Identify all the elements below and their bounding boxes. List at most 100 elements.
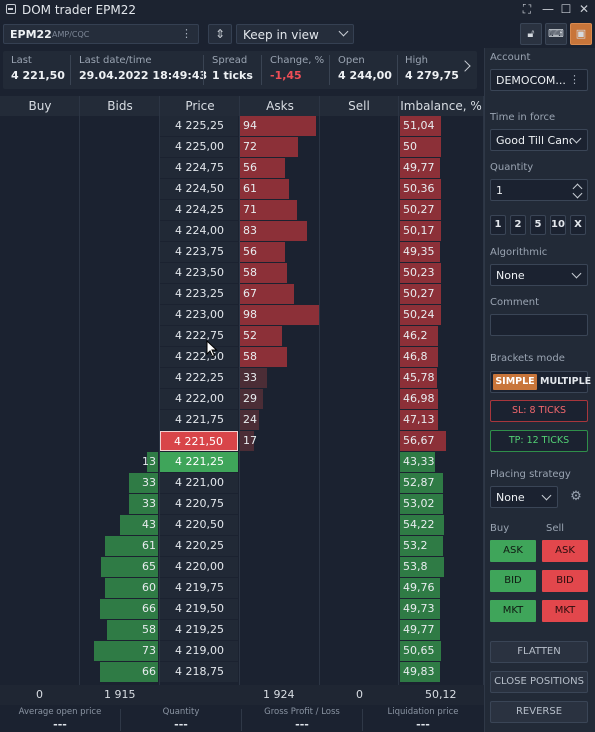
bid-size[interactable]: 65	[142, 560, 156, 573]
stop-loss-button[interactable]: SL: 8 TICKS	[490, 400, 588, 422]
bid-size[interactable]: 61	[142, 539, 156, 552]
bid-size[interactable]: 33	[142, 476, 156, 489]
gear-icon[interactable]: ⚙	[570, 489, 582, 504]
minimize-icon[interactable]: —	[542, 2, 554, 16]
kebab-icon[interactable]: ⋮	[569, 73, 580, 86]
bid-size[interactable]: 58	[142, 623, 156, 636]
table-row[interactable]: 4 222,25 33 45,78	[0, 368, 484, 389]
table-row[interactable]: 4 225,00 72 50	[0, 137, 484, 158]
ask-size[interactable]: 72	[243, 140, 257, 153]
ask-size[interactable]: 61	[243, 182, 257, 195]
price-cell[interactable]: 4 218,75	[160, 662, 238, 682]
price-cell[interactable]: 4 223,75	[160, 242, 238, 262]
price-cell[interactable]: 4 225,00	[160, 137, 238, 157]
price-cell[interactable]: 4 219,25	[160, 620, 238, 640]
kebab-icon[interactable]: ⋮	[181, 27, 192, 40]
chevron-down-icon[interactable]	[572, 188, 583, 199]
table-row[interactable]: 13 4 221,25 43,33	[0, 452, 484, 473]
maximize-icon[interactable]: ☐	[560, 2, 572, 16]
close-icon[interactable]: ✕	[578, 2, 590, 16]
table-row[interactable]: 4 222,00 29 46,98	[0, 389, 484, 410]
price-cell[interactable]: 4 219,00	[160, 641, 238, 661]
table-row[interactable]: 58 4 219,25 49,77	[0, 620, 484, 641]
table-row[interactable]: 4 224,00 83 50,17	[0, 221, 484, 242]
bid-size[interactable]: 66	[142, 602, 156, 615]
price-cell[interactable]: 4 221,75	[160, 410, 238, 430]
price-cell[interactable]: 4 223,25	[160, 284, 238, 304]
ask-size[interactable]: 83	[243, 224, 257, 237]
panel-icon[interactable]: ▣	[570, 23, 592, 45]
table-row[interactable]: 4 223,50 58 50,23	[0, 263, 484, 284]
table-row[interactable]: 4 224,25 71 50,27	[0, 200, 484, 221]
col-bids[interactable]: Bids	[107, 99, 133, 113]
flatten-button[interactable]: FLATTEN	[490, 641, 588, 663]
take-profit-button[interactable]: TP: 12 TICKS	[490, 430, 588, 452]
center-icon[interactable]: ⇕	[208, 24, 232, 44]
table-row[interactable]: 66 4 219,50 49,73	[0, 599, 484, 620]
mode-simple-button[interactable]: SIMPLE	[493, 374, 537, 390]
table-row[interactable]: 33 4 221,00 52,87	[0, 473, 484, 494]
bid-size[interactable]: 66	[142, 665, 156, 678]
bid-size[interactable]: 43	[142, 518, 156, 531]
comment-input[interactable]	[490, 314, 588, 336]
price-cell[interactable]: 4 220,00	[160, 557, 238, 577]
table-row[interactable]: 4 224,75 56 49,77	[0, 158, 484, 179]
close-positions-button[interactable]: CLOSE POSITIONS	[490, 671, 588, 693]
ask-size[interactable]: 71	[243, 203, 257, 216]
table-row[interactable]: 43 4 220,50 54,22	[0, 515, 484, 536]
table-row[interactable]: 4 221,50 17 56,67	[0, 431, 484, 452]
price-cell[interactable]: 4 222,25	[160, 368, 238, 388]
table-row[interactable]: 4 223,25 67 50,27	[0, 284, 484, 305]
placing-select[interactable]: None	[490, 486, 558, 508]
quick-qty-1[interactable]: 1	[490, 215, 506, 235]
table-row[interactable]: 60 4 219,75 49,76	[0, 578, 484, 599]
price-cell[interactable]: 4 221,50	[160, 431, 238, 451]
sell-ask-button[interactable]: ASK	[542, 540, 588, 562]
ask-size[interactable]: 56	[243, 245, 257, 258]
ask-size[interactable]: 17	[243, 434, 257, 447]
table-row[interactable]: 4 223,75 56 49,35	[0, 242, 484, 263]
price-cell[interactable]: 4 220,50	[160, 515, 238, 535]
buy-mkt-button[interactable]: MKT	[490, 600, 536, 622]
table-row[interactable]: 66 4 218,75 49,83	[0, 662, 484, 683]
keyboard-icon[interactable]: ⌨	[545, 23, 567, 45]
ask-size[interactable]: 67	[243, 287, 257, 300]
ask-size[interactable]: 33	[243, 371, 257, 384]
price-cell[interactable]: 4 221,25	[160, 452, 238, 472]
bid-size[interactable]: 60	[142, 581, 156, 594]
buy-ask-button[interactable]: ASK	[490, 540, 536, 562]
ask-size[interactable]: 29	[243, 392, 257, 405]
view-mode-select[interactable]: Keep in view	[236, 24, 354, 44]
price-cell[interactable]: 4 219,50	[160, 599, 238, 619]
price-cell[interactable]: 4 224,75	[160, 158, 238, 178]
quick-qty-clear[interactable]: X	[570, 215, 586, 235]
table-row[interactable]: 4 222,50 58 46,8	[0, 347, 484, 368]
price-cell[interactable]: 4 222,50	[160, 347, 238, 367]
algo-select[interactable]: None	[490, 264, 588, 286]
buy-bid-button[interactable]: BID	[490, 570, 536, 592]
table-row[interactable]: 4 224,50 61 50,36	[0, 179, 484, 200]
ask-size[interactable]: 58	[243, 266, 257, 279]
quantity-stepper[interactable]: 1	[490, 179, 588, 201]
ask-size[interactable]: 94	[243, 119, 257, 132]
table-row[interactable]: 33 4 220,75 53,02	[0, 494, 484, 515]
price-cell[interactable]: 4 224,50	[160, 179, 238, 199]
quick-qty-10[interactable]: 10	[550, 215, 566, 235]
price-cell[interactable]: 4 220,75	[160, 494, 238, 514]
price-cell[interactable]: 4 222,75	[160, 326, 238, 346]
price-cell[interactable]: 4 224,25	[160, 200, 238, 220]
account-select[interactable]: DEMOCOM... ⋮	[490, 69, 588, 91]
quick-qty-2[interactable]: 2	[510, 215, 526, 235]
col-sell[interactable]: Sell	[348, 99, 370, 113]
col-price[interactable]: Price	[185, 99, 215, 113]
col-asks[interactable]: Asks	[266, 99, 294, 113]
ask-size[interactable]: 98	[243, 308, 257, 321]
fullscreen-icon[interactable]: ⛶	[522, 2, 532, 16]
table-row[interactable]: 4 221,75 24 47,13	[0, 410, 484, 431]
table-row[interactable]: 4 222,75 52 46,2	[0, 326, 484, 347]
ask-size[interactable]: 56	[243, 161, 257, 174]
symbol-selector[interactable]: EPM22 AMP/CQC ⋮	[3, 24, 199, 44]
col-buy[interactable]: Buy	[28, 99, 52, 113]
bid-size[interactable]: 33	[142, 497, 156, 510]
lock-icon[interactable]: 🔓︎	[520, 23, 542, 45]
